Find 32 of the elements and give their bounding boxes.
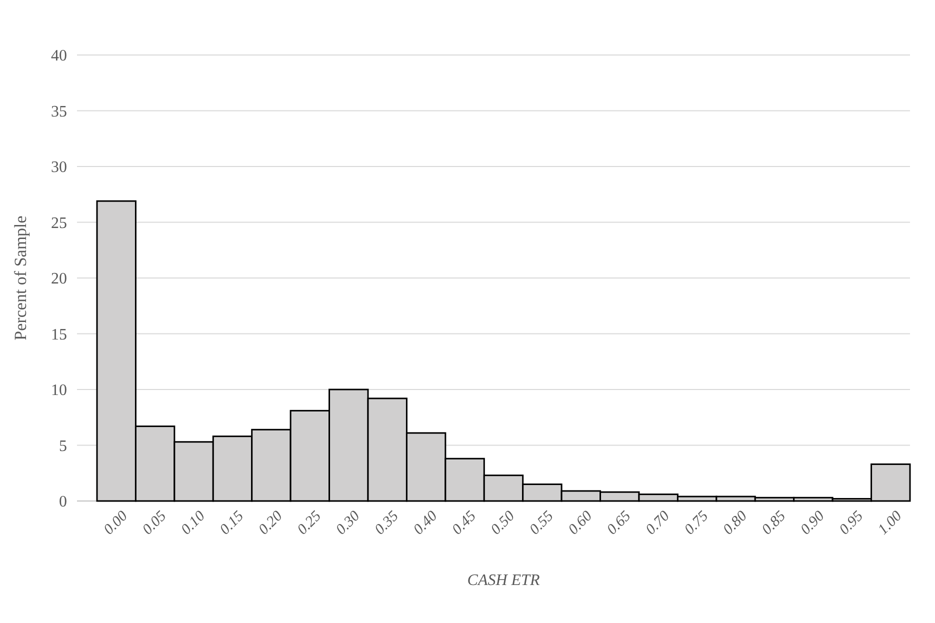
y-tick-label: 40 [51, 48, 67, 65]
x-tick-label: 0.00 [101, 508, 132, 538]
x-tick-label: 0.20 [256, 508, 286, 538]
x-tick-label: 0.70 [643, 508, 674, 538]
y-tick-label: 20 [51, 270, 67, 288]
x-tick-label: 0.90 [798, 508, 828, 538]
x-tick-label: 0.05 [140, 508, 170, 538]
x-tick-label: 0.25 [294, 508, 325, 538]
x-tick-label: 0.10 [178, 508, 209, 538]
x-axis-title: CASH ETR [467, 572, 540, 589]
y-tick-label: 10 [51, 382, 67, 400]
x-tick-label: 0.75 [682, 508, 712, 538]
y-tick-label: 30 [51, 159, 67, 176]
x-tick-label: 0.80 [720, 508, 751, 538]
x-tick-label: 0.55 [526, 508, 558, 538]
x-tick-label: 0.65 [604, 508, 635, 538]
x-tick-label: 0.30 [333, 508, 364, 538]
x-tick-label: 0.95 [836, 508, 867, 538]
x-tick-label: 0.40 [410, 508, 441, 538]
y-tick-label: 15 [51, 326, 67, 344]
y-tick-label: 5 [59, 438, 67, 455]
x-tick-label: 0.45 [449, 508, 480, 538]
y-axis-title: Percent of Sample [10, 216, 30, 340]
y-tick-label: 35 [51, 103, 67, 120]
x-tick-label: 0.15 [217, 508, 248, 538]
x-tick-label: 0.85 [759, 508, 790, 538]
y-tick-label: 0 [59, 494, 67, 511]
x-tick-label: 0.35 [372, 508, 402, 538]
x-tick-label: 0.50 [488, 508, 518, 538]
x-tick-label: 1.00 [875, 508, 906, 538]
x-tick-label: 0.60 [566, 508, 596, 538]
y-tick-label: 25 [51, 214, 67, 232]
